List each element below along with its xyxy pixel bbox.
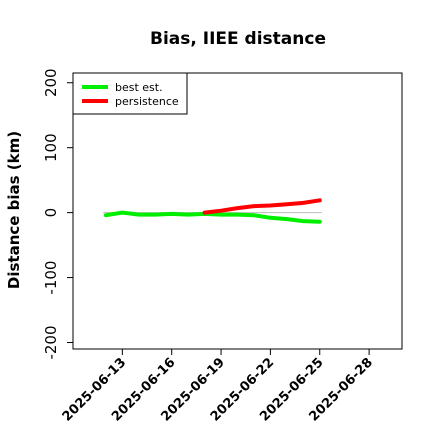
plot-area	[103, 198, 322, 224]
plot-frame	[72, 72, 403, 350]
series-line-1	[202, 198, 322, 215]
y-tick-label: 100	[42, 133, 60, 162]
legend: best est.persistence	[72, 72, 188, 115]
legend-label-1: persistence	[115, 95, 179, 108]
y-axis-label: Distance bias (km)	[5, 131, 23, 289]
chart-title: Bias, IIEE distance	[150, 29, 326, 49]
legend-box	[72, 72, 188, 115]
y-tick-label: -200	[42, 325, 60, 359]
y-tick-label: 200	[42, 68, 60, 97]
y-tick-label: 0	[42, 208, 60, 218]
legend-label-0: best est.	[115, 81, 163, 94]
series-line-0	[103, 210, 322, 224]
y-tick-label: -100	[42, 261, 60, 295]
